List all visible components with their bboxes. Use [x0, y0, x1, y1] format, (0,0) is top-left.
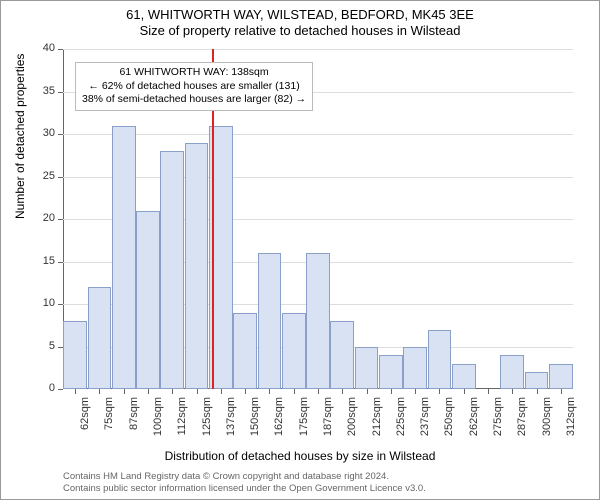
- histogram-bar: [330, 321, 354, 389]
- y-tick-label: 20: [15, 212, 55, 224]
- x-tick-label: 262sqm: [468, 397, 480, 447]
- y-tick-mark: [58, 219, 63, 220]
- x-tick-label: 125sqm: [201, 397, 213, 447]
- chart-title-sub: Size of property relative to detached ho…: [1, 23, 599, 38]
- x-tick-label: 312sqm: [565, 397, 577, 447]
- x-tick-label: 187sqm: [322, 397, 334, 447]
- x-tick-mark: [294, 389, 295, 394]
- x-tick-mark: [318, 389, 319, 394]
- histogram-bar: [306, 253, 330, 389]
- x-tick-mark: [488, 389, 489, 394]
- annotation-line: ← 62% of detached houses are smaller (13…: [82, 80, 306, 94]
- x-tick-mark: [537, 389, 538, 394]
- y-tick-label: 5: [15, 340, 55, 352]
- histogram-bar: [355, 347, 379, 390]
- x-tick-label: 87sqm: [128, 397, 140, 447]
- histogram-bar: [452, 364, 476, 390]
- x-tick-label: 100sqm: [152, 397, 164, 447]
- annotation-box: 61 WHITWORTH WAY: 138sqm ← 62% of detach…: [75, 62, 313, 111]
- x-tick-label: 175sqm: [298, 397, 310, 447]
- x-tick-mark: [391, 389, 392, 394]
- footer-line: Contains public sector information licen…: [63, 483, 426, 495]
- y-tick-label: 15: [15, 255, 55, 267]
- annotation-line: 61 WHITWORTH WAY: 138sqm: [82, 66, 306, 80]
- y-tick-mark: [58, 262, 63, 263]
- y-tick-label: 30: [15, 127, 55, 139]
- chart-container: 61, WHITWORTH WAY, WILSTEAD, BEDFORD, MK…: [0, 0, 600, 500]
- x-tick-mark: [172, 389, 173, 394]
- histogram-bar: [500, 355, 524, 389]
- x-tick-mark: [439, 389, 440, 394]
- y-tick-mark: [58, 304, 63, 305]
- x-tick-mark: [99, 389, 100, 394]
- x-tick-label: 237sqm: [419, 397, 431, 447]
- annotation-line: 38% of semi-detached houses are larger (…: [82, 93, 306, 107]
- x-axis-label: Distribution of detached houses by size …: [1, 449, 599, 463]
- grid-line: [63, 177, 573, 178]
- footer-line: Contains HM Land Registry data © Crown c…: [63, 471, 426, 483]
- x-tick-mark: [245, 389, 246, 394]
- y-tick-label: 40: [15, 42, 55, 54]
- x-tick-mark: [75, 389, 76, 394]
- x-tick-label: 300sqm: [541, 397, 553, 447]
- x-tick-mark: [221, 389, 222, 394]
- y-tick-mark: [58, 389, 63, 390]
- grid-line: [63, 134, 573, 135]
- y-tick-mark: [58, 177, 63, 178]
- x-tick-mark: [269, 389, 270, 394]
- histogram-bar: [428, 330, 452, 390]
- x-tick-label: 112sqm: [176, 397, 188, 447]
- x-tick-label: 137sqm: [225, 397, 237, 447]
- x-tick-mark: [367, 389, 368, 394]
- x-tick-label: 225sqm: [395, 397, 407, 447]
- histogram-bar: [258, 253, 282, 389]
- y-tick-label: 35: [15, 85, 55, 97]
- histogram-bar: [185, 143, 209, 390]
- histogram-bar: [160, 151, 184, 389]
- histogram-bar: [136, 211, 160, 390]
- histogram-bar: [549, 364, 573, 390]
- histogram-bar: [63, 321, 87, 389]
- x-tick-label: 200sqm: [346, 397, 358, 447]
- x-tick-label: 162sqm: [273, 397, 285, 447]
- histogram-bar: [88, 287, 112, 389]
- histogram-bar: [282, 313, 306, 390]
- histogram-bar: [379, 355, 403, 389]
- y-tick-mark: [58, 49, 63, 50]
- x-tick-label: 150sqm: [249, 397, 261, 447]
- x-tick-mark: [148, 389, 149, 394]
- y-tick-label: 10: [15, 297, 55, 309]
- x-tick-label: 287sqm: [516, 397, 528, 447]
- histogram-bar: [233, 313, 257, 390]
- x-tick-mark: [512, 389, 513, 394]
- x-tick-label: 212sqm: [371, 397, 383, 447]
- y-tick-label: 25: [15, 170, 55, 182]
- grid-line: [63, 49, 573, 50]
- x-tick-mark: [124, 389, 125, 394]
- chart-title-main: 61, WHITWORTH WAY, WILSTEAD, BEDFORD, MK…: [1, 7, 599, 22]
- histogram-bar: [112, 126, 136, 390]
- x-tick-label: 275sqm: [492, 397, 504, 447]
- x-tick-mark: [464, 389, 465, 394]
- histogram-bar: [525, 372, 549, 389]
- y-tick-label: 0: [15, 382, 55, 394]
- x-tick-mark: [197, 389, 198, 394]
- x-tick-mark: [415, 389, 416, 394]
- x-tick-label: 62sqm: [79, 397, 91, 447]
- x-tick-label: 250sqm: [443, 397, 455, 447]
- y-tick-mark: [58, 92, 63, 93]
- footer-text: Contains HM Land Registry data © Crown c…: [63, 471, 426, 495]
- x-tick-mark: [561, 389, 562, 394]
- histogram-bar: [403, 347, 427, 390]
- x-tick-mark: [342, 389, 343, 394]
- y-tick-mark: [58, 134, 63, 135]
- x-tick-label: 75sqm: [103, 397, 115, 447]
